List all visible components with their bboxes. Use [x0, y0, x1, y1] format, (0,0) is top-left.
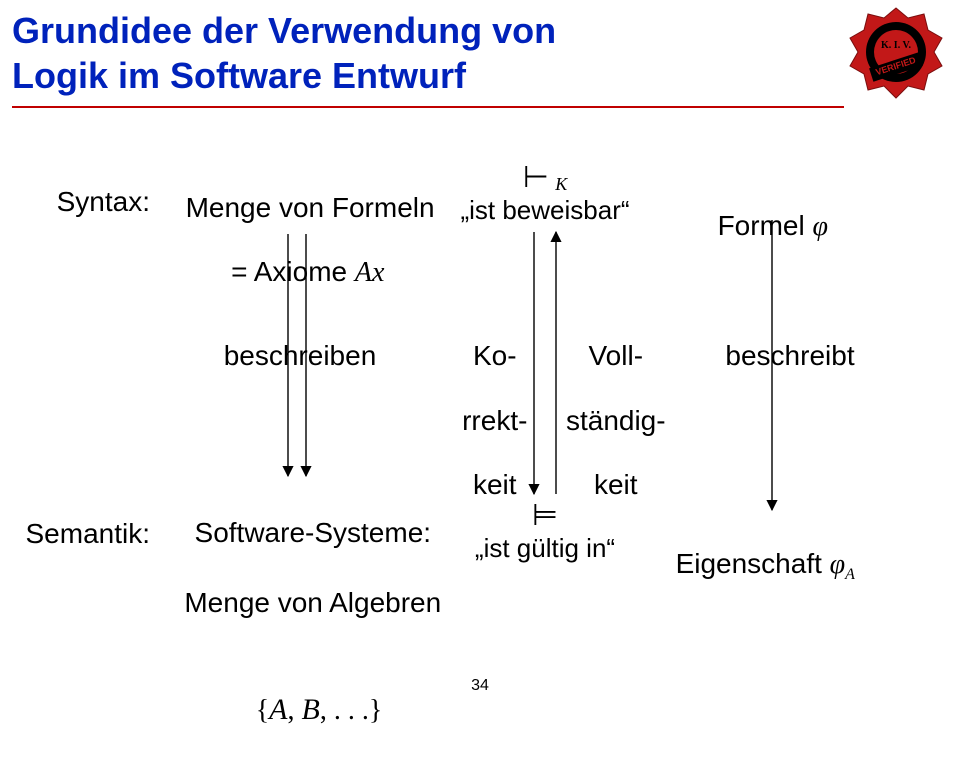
systems-l2: Menge von Algebren — [184, 587, 441, 618]
phi: φ — [812, 211, 828, 242]
correctness-l2: rrekt- — [462, 405, 527, 436]
axioms-l1: Menge von Formeln — [186, 192, 435, 223]
correctness-l1: Ko- — [473, 340, 517, 371]
models-sym: ⊨ — [532, 499, 558, 532]
set-open: { — [256, 695, 269, 726]
algebra-B: B — [302, 693, 320, 726]
axioms-l2: = Axiome — [231, 256, 355, 287]
slide-title: Grundidee der Verwendung von Logik im So… — [12, 8, 556, 98]
correctness-box: Ko- rrekt- keit — [442, 308, 532, 501]
completeness-l3: keit — [594, 469, 638, 500]
title-line-1: Grundidee der Verwendung von — [12, 10, 556, 51]
correctness-l3: keit — [473, 469, 517, 500]
kiv-logo: K. I. V. VERIFIED — [846, 6, 946, 106]
describe-many: beschreiben — [170, 340, 430, 372]
valid-box: ⊨ „ist gültig in“ — [440, 498, 650, 564]
describes-one: beschreibt — [690, 340, 890, 372]
systems-box: Software-Systeme: Menge von Algebren {A,… — [160, 480, 450, 765]
row-label-syntax: Syntax: — [0, 186, 150, 218]
property-text: Eigenschaft — [676, 548, 830, 579]
turnstile: ⊢ — [523, 161, 549, 194]
axioms-box: Menge von Formeln = Axiome Ax — [170, 160, 430, 289]
algebra-A: A — [269, 693, 287, 726]
property-box: Eigenschaft φA — [660, 516, 920, 584]
row-label-semantics: Semantik: — [0, 518, 150, 550]
provable-text: „ist beweisbar“ — [460, 195, 629, 225]
provable-box: ⊢ K „ist beweisbar“ — [440, 160, 650, 226]
title-underline — [12, 106, 844, 108]
phi2-sub: A — [845, 566, 855, 583]
valid-text: „ist gültig in“ — [475, 533, 615, 563]
formula-box: Formel φ — [660, 178, 870, 243]
completeness-box: Voll- ständig- keit — [548, 308, 668, 501]
page-number: 34 — [0, 677, 960, 695]
completeness-l1: Voll- — [589, 340, 643, 371]
set-c1: , — [288, 695, 302, 726]
ax-math: Ax — [355, 257, 385, 288]
turnstile-sub: K — [553, 174, 567, 194]
svg-text:K. I. V.: K. I. V. — [881, 40, 911, 51]
phi2: φ — [830, 549, 846, 580]
systems-l1: Software-Systeme: — [195, 517, 432, 548]
formula-text: Formel — [718, 210, 813, 241]
completeness-l2: ständig- — [566, 405, 666, 436]
set-rest: , . . .} — [320, 695, 382, 726]
title-line-2: Logik im Software Entwurf — [12, 55, 466, 96]
